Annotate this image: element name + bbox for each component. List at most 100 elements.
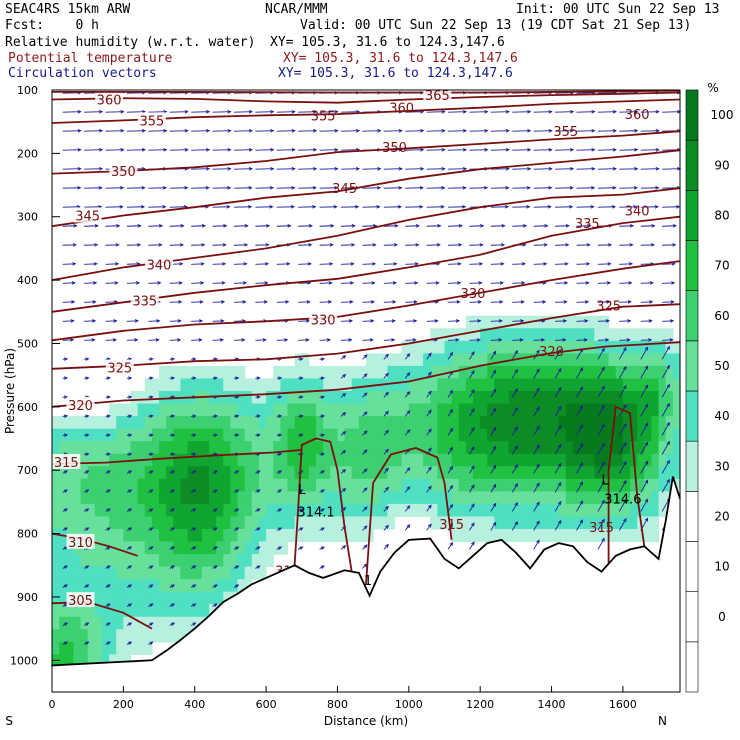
rh-cell xyxy=(465,378,474,392)
rh-cell xyxy=(465,391,474,405)
rh-cell xyxy=(137,604,146,618)
wind-vector xyxy=(148,205,167,209)
rh-cell xyxy=(572,516,581,530)
theta-contour-350 xyxy=(51,130,681,175)
rh-cell xyxy=(223,453,232,467)
rh-cell xyxy=(230,579,239,593)
wind-vector xyxy=(169,147,189,152)
rh-cell xyxy=(144,579,153,593)
rh-cell xyxy=(316,416,324,430)
wind-vector xyxy=(105,376,111,380)
rh-cell xyxy=(109,478,117,492)
rh-cell xyxy=(351,403,360,417)
rh-cell xyxy=(280,466,289,480)
rh-cell xyxy=(394,478,403,492)
rh-cell xyxy=(451,340,460,354)
rh-cell xyxy=(301,503,310,518)
rh-cell xyxy=(608,416,617,430)
wind-vector xyxy=(62,243,77,247)
rh-cell xyxy=(308,441,317,455)
rh-cell xyxy=(66,466,75,480)
rh-cell xyxy=(651,378,660,392)
rh-cell xyxy=(130,591,139,605)
wind-vector xyxy=(233,508,240,512)
rh-cell xyxy=(52,541,60,555)
rh-cell xyxy=(166,478,174,492)
y-tick-label: 300 xyxy=(17,211,38,224)
rh-cell xyxy=(530,491,538,505)
contour-label-bg xyxy=(52,453,81,469)
colorbar-swatch xyxy=(685,440,699,492)
wind-vector xyxy=(404,353,411,360)
colorbar-label: 0 xyxy=(718,610,726,624)
rh-cell xyxy=(558,503,567,518)
rh-cell xyxy=(551,365,560,380)
wind-vector xyxy=(148,319,161,323)
rh-cell xyxy=(480,353,488,367)
wind-vector xyxy=(212,224,228,228)
wind-vector xyxy=(105,641,111,645)
rh-cell xyxy=(166,491,174,505)
wind-vector xyxy=(404,429,411,436)
wind-vector xyxy=(362,243,377,247)
wind-vector xyxy=(169,584,176,588)
wind-vector xyxy=(276,414,283,418)
rh-cell xyxy=(144,478,153,492)
wind-vector xyxy=(533,482,540,493)
wind-vector xyxy=(319,262,334,266)
rh-cell xyxy=(180,516,189,530)
rh-cell xyxy=(330,428,339,442)
rh-cell xyxy=(159,478,167,492)
colorbar-label: 40 xyxy=(714,409,729,423)
rh-cell xyxy=(280,491,289,505)
rh-cell xyxy=(658,378,667,392)
wind-vector xyxy=(233,224,249,228)
theta-label-325: 325 xyxy=(107,362,132,377)
colorbar-label: 70 xyxy=(714,259,729,273)
rh-cell xyxy=(480,416,488,430)
rh-cell xyxy=(116,441,124,455)
rh-cell xyxy=(515,428,524,442)
rh-cell xyxy=(180,466,189,480)
rh-cell xyxy=(151,453,160,467)
rh-cell xyxy=(159,491,167,505)
rh-cell xyxy=(130,491,139,505)
wind-vector xyxy=(255,90,275,95)
rh-cell xyxy=(237,478,246,492)
x-tick-label: 0 xyxy=(49,698,56,711)
rh-cell xyxy=(73,516,82,530)
rh-cell xyxy=(351,528,360,543)
rh-cell xyxy=(380,466,389,480)
rh-cell xyxy=(137,478,146,492)
wind-vector xyxy=(469,541,475,550)
wind-vector xyxy=(83,546,90,550)
wind-vector xyxy=(276,147,296,152)
wind-vector xyxy=(426,523,432,531)
wind-vector xyxy=(362,563,368,569)
rh-cell xyxy=(394,353,403,367)
rh-cell xyxy=(280,403,289,417)
wind-vector xyxy=(319,300,333,304)
rh-cell xyxy=(344,365,353,380)
rh-cell xyxy=(101,554,110,568)
rh-cell xyxy=(480,328,488,342)
wind-vector xyxy=(512,224,528,228)
rh-cell xyxy=(59,616,67,630)
rh-cell xyxy=(358,453,367,467)
rh-cell xyxy=(52,654,60,666)
wind-vector xyxy=(662,186,681,190)
wind-vector xyxy=(212,584,218,588)
rh-cell xyxy=(473,441,481,455)
wind-vector xyxy=(448,300,461,304)
rh-cell xyxy=(444,328,453,342)
rh-cell xyxy=(159,516,167,530)
wind-vector xyxy=(298,147,318,152)
x-tick-label: 200 xyxy=(113,698,134,711)
rh-cell xyxy=(401,391,410,405)
wind-vector xyxy=(383,524,389,531)
rh-cell xyxy=(180,541,189,555)
wind-vector xyxy=(233,433,240,437)
rh-cell xyxy=(337,428,346,442)
rh-cell xyxy=(216,416,224,430)
